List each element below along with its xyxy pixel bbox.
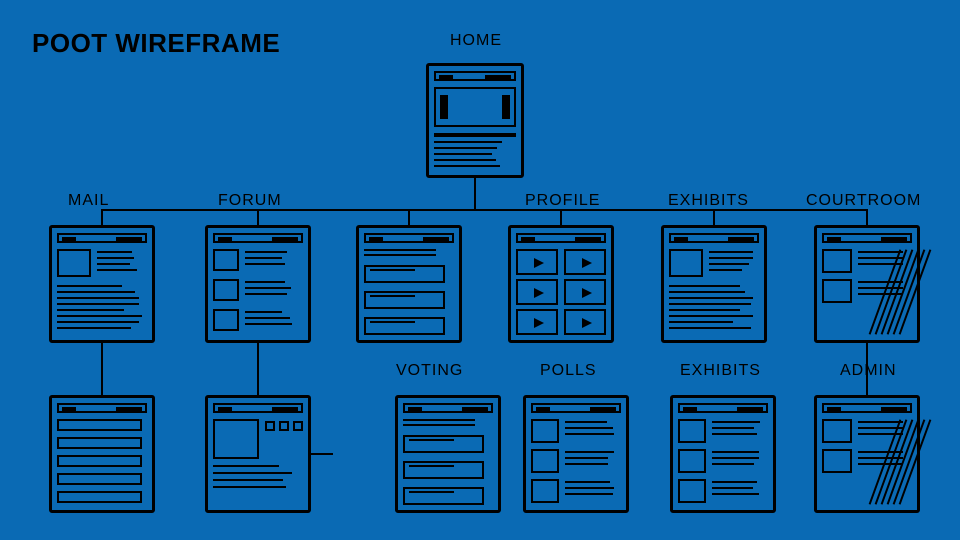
node-label-mail: MAIL [68,192,109,210]
page-title: POOT WIREFRAME [32,28,280,59]
wireframe-home-sub [356,225,462,343]
node-label-exhibits1: EXHIBITS [668,192,749,210]
node-label-forum: FORUM [218,192,282,210]
wireframe-mail2 [49,395,155,513]
wireframe-exhibits1 [661,225,767,343]
node-label-admin: ADMIN [840,362,897,380]
node-label-polls: POLLS [540,362,597,380]
wireframe-admin [814,395,920,513]
edge [102,178,475,225]
node-label-courtroom: COURTROOM [806,192,921,210]
wireframe-polls [523,395,629,513]
node-label-exhibits2: EXHIBITS [680,362,761,380]
node-label-home: HOME [450,32,502,50]
wireframe-profile [508,225,614,343]
node-label-voting: VOTING [396,362,463,380]
wireframe-courtroom [814,225,920,343]
wireframe-forum2 [205,395,311,513]
edge [409,178,475,225]
wireframe-home [426,63,524,178]
edge [258,178,475,225]
node-label-profile: PROFILE [525,192,600,210]
wireframe-forum [205,225,311,343]
wireframe-voting [395,395,501,513]
wireframe-mail [49,225,155,343]
wireframe-exhibits2 [670,395,776,513]
